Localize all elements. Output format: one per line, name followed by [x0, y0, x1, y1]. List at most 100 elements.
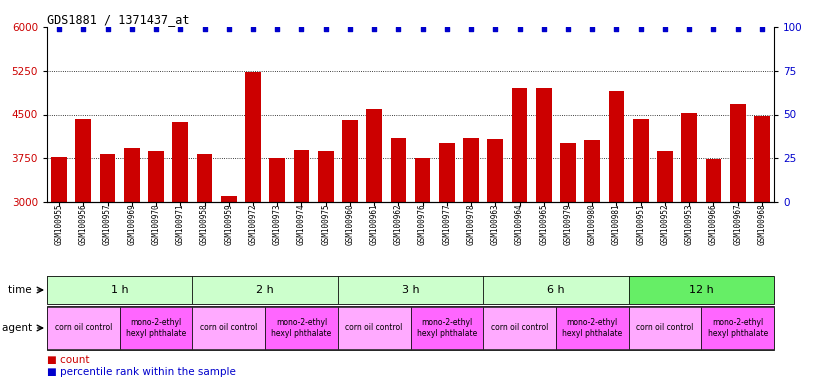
Point [634, 26, 647, 32]
Text: GSM100957: GSM100957 [103, 204, 112, 245]
Bar [701, 307, 774, 349]
Point [756, 26, 769, 32]
Point [149, 26, 162, 32]
Text: GSM100967: GSM100967 [733, 204, 742, 245]
Bar [265, 307, 338, 349]
Point [319, 26, 332, 32]
Text: mono-2-ethyl
hexyl phthalate: mono-2-ethyl hexyl phthalate [126, 318, 186, 338]
Text: ■ count: ■ count [47, 355, 90, 365]
Point [295, 26, 308, 32]
Bar [172, 122, 188, 202]
Point [174, 26, 187, 32]
Bar [512, 88, 527, 202]
Text: corn oil control: corn oil control [491, 323, 548, 333]
Text: GSM100978: GSM100978 [467, 204, 476, 245]
Point [537, 26, 550, 32]
Text: GDS1881 / 1371437_at: GDS1881 / 1371437_at [47, 13, 189, 26]
Text: GSM100963: GSM100963 [490, 204, 500, 245]
Bar [463, 138, 479, 202]
Bar [439, 142, 455, 202]
Bar [483, 307, 556, 349]
Point [77, 26, 90, 32]
Bar [483, 276, 628, 304]
Bar [51, 157, 67, 202]
Point [489, 26, 502, 32]
Bar [100, 154, 115, 202]
Text: 3 h: 3 h [401, 285, 419, 295]
Bar [410, 307, 483, 349]
Text: 6 h: 6 h [547, 285, 565, 295]
Text: GSM100952: GSM100952 [660, 204, 669, 245]
Bar [193, 276, 338, 304]
Text: GSM100980: GSM100980 [588, 204, 596, 245]
Point [368, 26, 381, 32]
Bar [338, 276, 483, 304]
Text: 2 h: 2 h [256, 285, 274, 295]
Point [344, 26, 357, 32]
Bar [584, 140, 600, 202]
Text: GSM100972: GSM100972 [249, 204, 258, 245]
Bar [706, 159, 721, 202]
Text: GSM100981: GSM100981 [612, 204, 621, 245]
Point [561, 26, 574, 32]
Bar [391, 138, 406, 202]
Bar [197, 154, 212, 202]
Text: GSM100953: GSM100953 [685, 204, 694, 245]
Bar [317, 151, 334, 202]
Bar [47, 307, 120, 349]
Text: GSM100979: GSM100979 [564, 204, 573, 245]
Bar [560, 142, 576, 202]
Text: GSM100964: GSM100964 [515, 204, 524, 245]
Bar [221, 195, 237, 202]
Text: GSM100958: GSM100958 [200, 204, 209, 245]
Bar [415, 158, 431, 202]
Text: ■ percentile rank within the sample: ■ percentile rank within the sample [47, 367, 236, 377]
Text: GSM100968: GSM100968 [757, 204, 766, 245]
Text: corn oil control: corn oil control [345, 323, 403, 333]
Bar [628, 307, 701, 349]
Point [126, 26, 139, 32]
Bar [754, 116, 769, 202]
Bar [120, 307, 193, 349]
Point [464, 26, 477, 32]
Text: agent: agent [2, 323, 35, 333]
Text: GSM100970: GSM100970 [152, 204, 161, 245]
Text: GSM100951: GSM100951 [636, 204, 645, 245]
Bar [75, 119, 91, 202]
Point [246, 26, 259, 32]
Text: corn oil control: corn oil control [636, 323, 694, 333]
Text: GSM100962: GSM100962 [394, 204, 403, 245]
Point [610, 26, 623, 32]
Text: GSM100959: GSM100959 [224, 204, 233, 245]
Text: GSM100956: GSM100956 [79, 204, 88, 245]
Bar [149, 151, 164, 202]
Text: mono-2-ethyl
hexyl phthalate: mono-2-ethyl hexyl phthalate [562, 318, 623, 338]
Text: GSM100965: GSM100965 [539, 204, 548, 245]
Text: GSM100969: GSM100969 [127, 204, 136, 245]
Text: mono-2-ethyl
hexyl phthalate: mono-2-ethyl hexyl phthalate [417, 318, 477, 338]
Text: GSM100977: GSM100977 [442, 204, 451, 245]
Bar [556, 307, 628, 349]
Text: corn oil control: corn oil control [200, 323, 257, 333]
Text: 1 h: 1 h [111, 285, 128, 295]
Text: GSM100976: GSM100976 [418, 204, 427, 245]
Bar [681, 113, 697, 202]
Text: mono-2-ethyl
hexyl phthalate: mono-2-ethyl hexyl phthalate [707, 318, 768, 338]
Point [513, 26, 526, 32]
Text: GSM100961: GSM100961 [370, 204, 379, 245]
Point [416, 26, 429, 32]
Point [101, 26, 114, 32]
Bar [536, 88, 552, 202]
Text: corn oil control: corn oil control [55, 323, 112, 333]
Bar [609, 91, 624, 202]
Text: mono-2-ethyl
hexyl phthalate: mono-2-ethyl hexyl phthalate [272, 318, 331, 338]
Point [198, 26, 211, 32]
Bar [628, 276, 774, 304]
Point [731, 26, 744, 32]
Bar [269, 158, 285, 202]
Text: GSM100966: GSM100966 [709, 204, 718, 245]
Point [441, 26, 454, 32]
Bar [193, 307, 265, 349]
Bar [245, 72, 261, 202]
Text: 12 h: 12 h [689, 285, 714, 295]
